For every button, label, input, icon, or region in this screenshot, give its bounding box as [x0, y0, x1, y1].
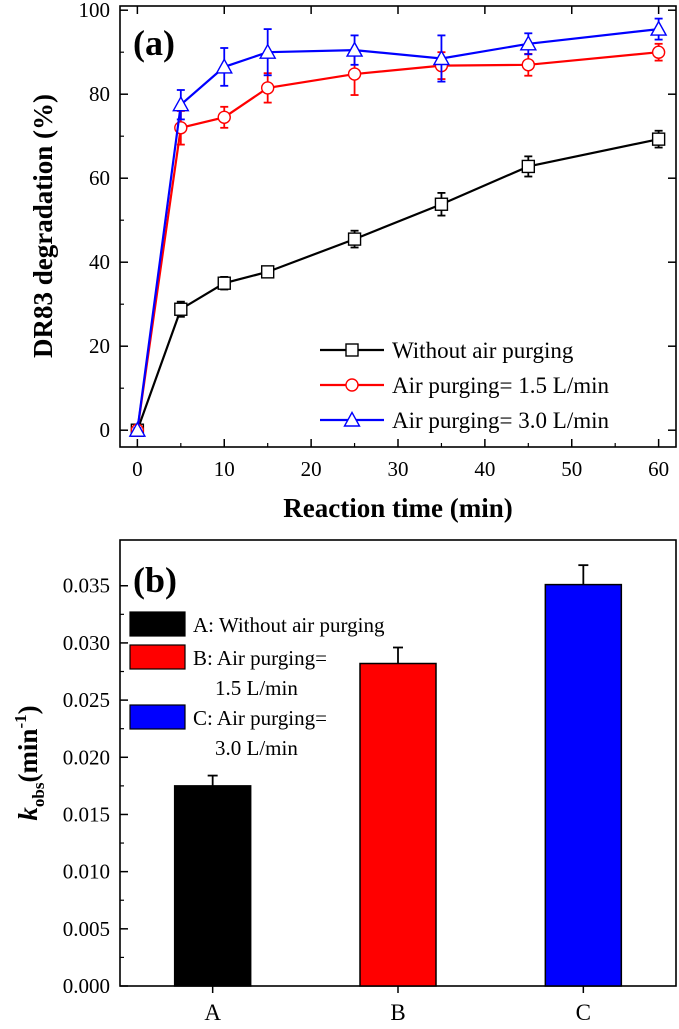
bar [544, 583, 623, 987]
panel-a-label: (a) [133, 23, 175, 63]
legend-label: Air purging= 3.0 L/min [392, 408, 609, 433]
y-title-sup: -1 [11, 714, 30, 728]
y-tick-label: 0.015 [63, 802, 110, 826]
x-tick-label: 60 [648, 457, 669, 481]
legend-item: Air purging= 3.0 L/min [320, 408, 609, 433]
bar [173, 785, 252, 987]
x-tick-label: 50 [561, 457, 582, 481]
data-point [649, 20, 668, 36]
y-tick-label: 60 [89, 166, 110, 190]
data-point [432, 49, 451, 66]
legend-label: 3.0 L/min [215, 736, 298, 760]
data-point [519, 34, 538, 51]
data-point [434, 197, 449, 211]
y-tick-label: 40 [89, 250, 110, 274]
bar-C: C [544, 564, 623, 1025]
y-tick-label: 0.005 [63, 917, 110, 941]
x-tick-label: 10 [214, 457, 235, 481]
legend-item: A: Without air purging [129, 611, 385, 637]
data-point [260, 81, 275, 95]
series-line [136, 28, 659, 431]
x-tick-label: 20 [301, 457, 322, 481]
legend-label: Without air purging [392, 338, 574, 363]
legend-swatch [129, 704, 186, 730]
data-point [215, 57, 233, 74]
data-point [651, 132, 666, 146]
legend-swatch [129, 611, 186, 637]
bar-B: B [359, 646, 437, 1025]
series-3 [128, 17, 668, 437]
panel-a-y-axis-title: DR83 degradation (%) [28, 94, 58, 358]
legend-marker [345, 378, 359, 392]
data-point [521, 159, 536, 174]
panel-a-x-axis-title: Reaction time (min) [283, 493, 512, 523]
y-tick-label: 0.020 [63, 745, 110, 769]
legend-item: Air purging= 1.5 L/min [320, 373, 609, 398]
y-tick-label: 0.025 [63, 688, 110, 712]
bar [359, 662, 437, 987]
y-tick-label: 20 [89, 334, 110, 358]
data-point [217, 276, 231, 290]
y-tick-label: 100 [79, 0, 111, 22]
legend-label: A: Without air purging [193, 613, 385, 637]
bar-A: A [173, 774, 252, 1025]
y-tick-label: 0.030 [63, 631, 110, 655]
panel-b-bar-chart: 0.000 0.005 0.010 0.015 0.020 0.025 0.030 0.035… [11, 539, 677, 1025]
y-tick-label: 0 [100, 418, 111, 442]
x-tick-label: 0 [132, 457, 143, 481]
y-title-k: k [13, 807, 43, 821]
panel-a-legend: Without air purging Air purging= 1.5 L/mi… [320, 338, 609, 433]
legend-item: C: Air purging= 3.0 L/min [129, 704, 327, 760]
data-point [174, 302, 188, 316]
x-tick-label: A [204, 1000, 221, 1025]
panel-b-y-axis-title: kobs(min-1) [11, 705, 48, 820]
x-tick-label: B [390, 1000, 405, 1025]
y-title-sub: obs [29, 782, 48, 807]
legend-label: Air purging= 1.5 L/min [392, 373, 609, 398]
y-tick-label: 0.010 [63, 860, 110, 884]
x-tick-label: 30 [388, 457, 409, 481]
series-line [136, 51, 659, 431]
series-line [136, 138, 659, 431]
x-tick-label: 40 [474, 457, 495, 481]
legend-marker [345, 343, 359, 357]
legend-label: C: Air purging= [193, 706, 327, 730]
panel-b-legend: A: Without air purging B: Air purging= 1.5… [129, 611, 385, 760]
y-tick-label: 0.035 [63, 574, 110, 598]
panel-b-label: (b) [133, 560, 177, 600]
data-point [347, 232, 362, 246]
series-2 [130, 42, 666, 437]
legend-label: 1.5 L/min [215, 676, 298, 700]
data-point [172, 95, 190, 112]
y-title-close: ) [13, 705, 43, 714]
y-tick-label: 80 [89, 82, 110, 106]
panel-a-line-chart: 0 10 20 30 40 50 60 0 20 40 60 80 100 (a) Reaction t… [28, 0, 677, 523]
data-point [260, 265, 275, 279]
series-1 [130, 129, 666, 437]
data-point [347, 67, 362, 81]
data-point [521, 58, 536, 72]
data-point [128, 421, 147, 437]
data-point [217, 110, 231, 125]
data-point [651, 45, 666, 59]
legend-marker [343, 411, 361, 427]
data-point [258, 43, 277, 59]
x-tick-label: C [576, 1000, 591, 1025]
legend-label: B: Air purging= [193, 646, 327, 670]
legend-item: Without air purging [320, 338, 574, 363]
y-tick-label: 0.000 [63, 974, 110, 998]
data-point [345, 41, 364, 57]
legend-item: B: Air purging= 1.5 L/min [129, 644, 327, 700]
legend-swatch [129, 644, 186, 670]
y-title-unit: (min [13, 729, 43, 783]
